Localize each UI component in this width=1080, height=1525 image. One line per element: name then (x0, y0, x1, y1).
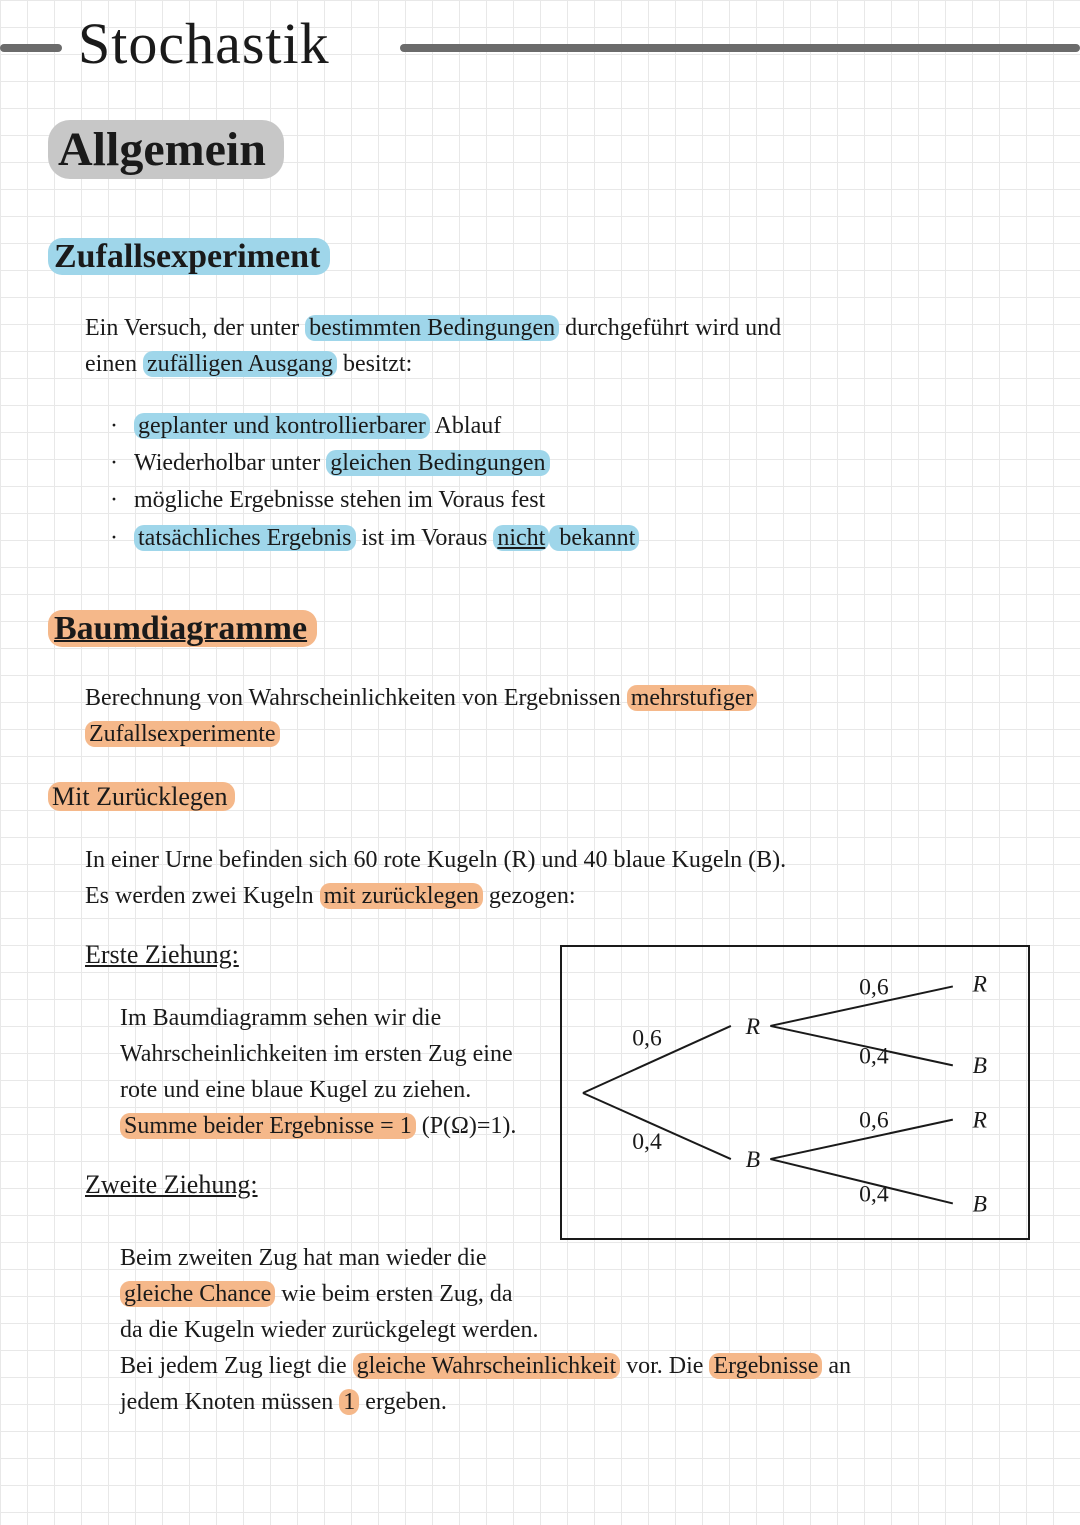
page-title: Stochastik (78, 10, 330, 77)
label-mit-zuruecklegen: Mit Zurücklegen (48, 782, 235, 812)
leaf-rb: B (973, 1053, 987, 1079)
subheading-baumdiagramme: Baumdiagramme (48, 610, 317, 648)
leaf-rr: R (972, 971, 988, 997)
prob-bb: 0,4 (859, 1182, 889, 1208)
label-erste-ziehung: Erste Ziehung: (85, 940, 239, 970)
node-b: B (746, 1147, 760, 1173)
prob-r1: 0,6 (632, 1026, 662, 1052)
label-zweite-ziehung: Zweite Ziehung: (85, 1170, 258, 1200)
title-rule-left (0, 44, 62, 52)
baum-intro: Berechnung von Wahrscheinlichkeiten von … (85, 680, 757, 752)
subheading-zufallsexperiment: Zufallsexperiment (48, 238, 330, 276)
prob-br: 0,6 (859, 1108, 889, 1134)
urne-paragraph: In einer Urne befinden sich 60 rote Kuge… (85, 842, 786, 914)
leaf-bb: B (973, 1191, 987, 1217)
intro-paragraph: Ein Versuch, der unter bestimmten Beding… (85, 310, 781, 382)
title-rule-right (400, 44, 1080, 52)
bullet-list: ·geplanter und kontrollierbarer Ablauf ·… (110, 408, 639, 557)
leaf-br: R (972, 1108, 988, 1134)
node-r: R (745, 1014, 761, 1040)
zweite-text: Beim zweiten Zug hat man wieder die glei… (120, 1240, 851, 1420)
tree-diagram: 0,6 0,4 R B 0,6 0,4 0,6 0,4 R B R B (560, 945, 1030, 1240)
prob-rb: 0,4 (859, 1043, 889, 1069)
erste-text: Im Baumdiagramm sehen wir die Wahrschein… (120, 1000, 550, 1144)
prob-b1: 0,4 (632, 1129, 662, 1155)
prob-rr: 0,6 (859, 974, 889, 1000)
section-heading: Allgemein (48, 120, 284, 179)
